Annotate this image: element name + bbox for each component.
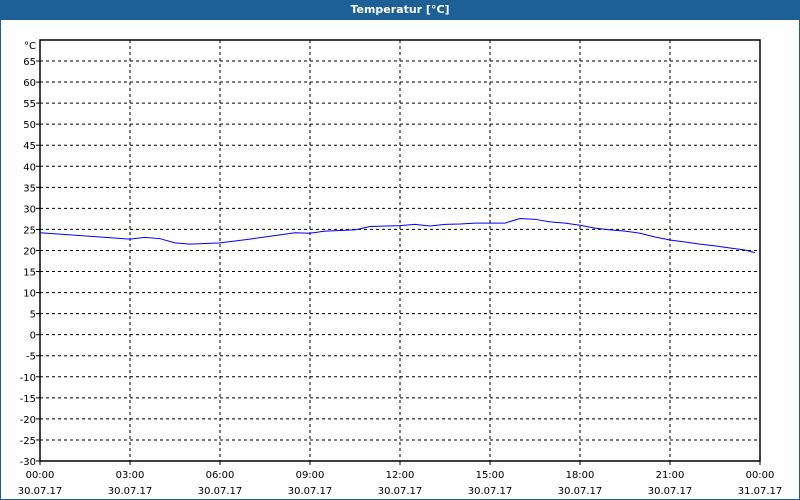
y-tick-label: 5 <box>30 310 36 321</box>
y-tick-label: 20 <box>23 246 36 257</box>
y-tick-label: -30 <box>20 457 36 468</box>
x-tick-time: 18:00 <box>566 470 595 481</box>
y-tick-label: 50 <box>23 120 36 131</box>
y-tick-label: 55 <box>23 99 36 110</box>
x-tick-date: 31.07.17 <box>738 486 783 497</box>
y-tick-label: 15 <box>23 268 36 279</box>
x-tick-time: 03:00 <box>116 470 145 481</box>
x-tick-time: 06:00 <box>206 470 235 481</box>
y-tick-label: 25 <box>23 225 36 236</box>
y-tick-label: -25 <box>20 436 36 447</box>
temperature-series-line <box>39 217 756 254</box>
x-tick-date: 30.07.17 <box>198 486 243 497</box>
y-tick-label: 30 <box>23 204 36 215</box>
x-tick-time: 15:00 <box>476 470 505 481</box>
plot-area-border <box>39 39 761 462</box>
y-tick-label: 45 <box>23 141 36 152</box>
y-axis-unit: °C <box>24 41 36 52</box>
y-tick-label: -5 <box>26 352 36 363</box>
x-tick-date: 30.07.17 <box>288 486 333 497</box>
y-tick-label: 10 <box>23 289 36 300</box>
y-tick-label: 40 <box>23 162 36 173</box>
x-tick-date: 30.07.17 <box>108 486 153 497</box>
x-tick-time: 00:00 <box>746 470 775 481</box>
x-tick-date: 30.07.17 <box>378 486 423 497</box>
x-tick-date: 30.07.17 <box>468 486 513 497</box>
y-tick-label: 0 <box>30 331 36 342</box>
x-tick-time: 00:00 <box>26 470 55 481</box>
y-tick-label: 35 <box>23 183 36 194</box>
x-tick-date: 30.07.17 <box>558 486 603 497</box>
y-tick-label: 60 <box>23 78 36 89</box>
y-tick-label: -10 <box>20 373 36 384</box>
x-tick-date: 30.07.17 <box>18 486 63 497</box>
chart-title: Temperatur [°C] <box>0 0 800 20</box>
x-tick-date: 30.07.17 <box>648 486 693 497</box>
x-tick-time: 21:00 <box>656 470 685 481</box>
y-tick-label: -20 <box>20 415 36 426</box>
x-tick-time: 12:00 <box>386 470 415 481</box>
y-tick-label: 65 <box>23 57 36 68</box>
y-tick-label: -15 <box>20 394 36 405</box>
x-tick-time: 09:00 <box>296 470 325 481</box>
